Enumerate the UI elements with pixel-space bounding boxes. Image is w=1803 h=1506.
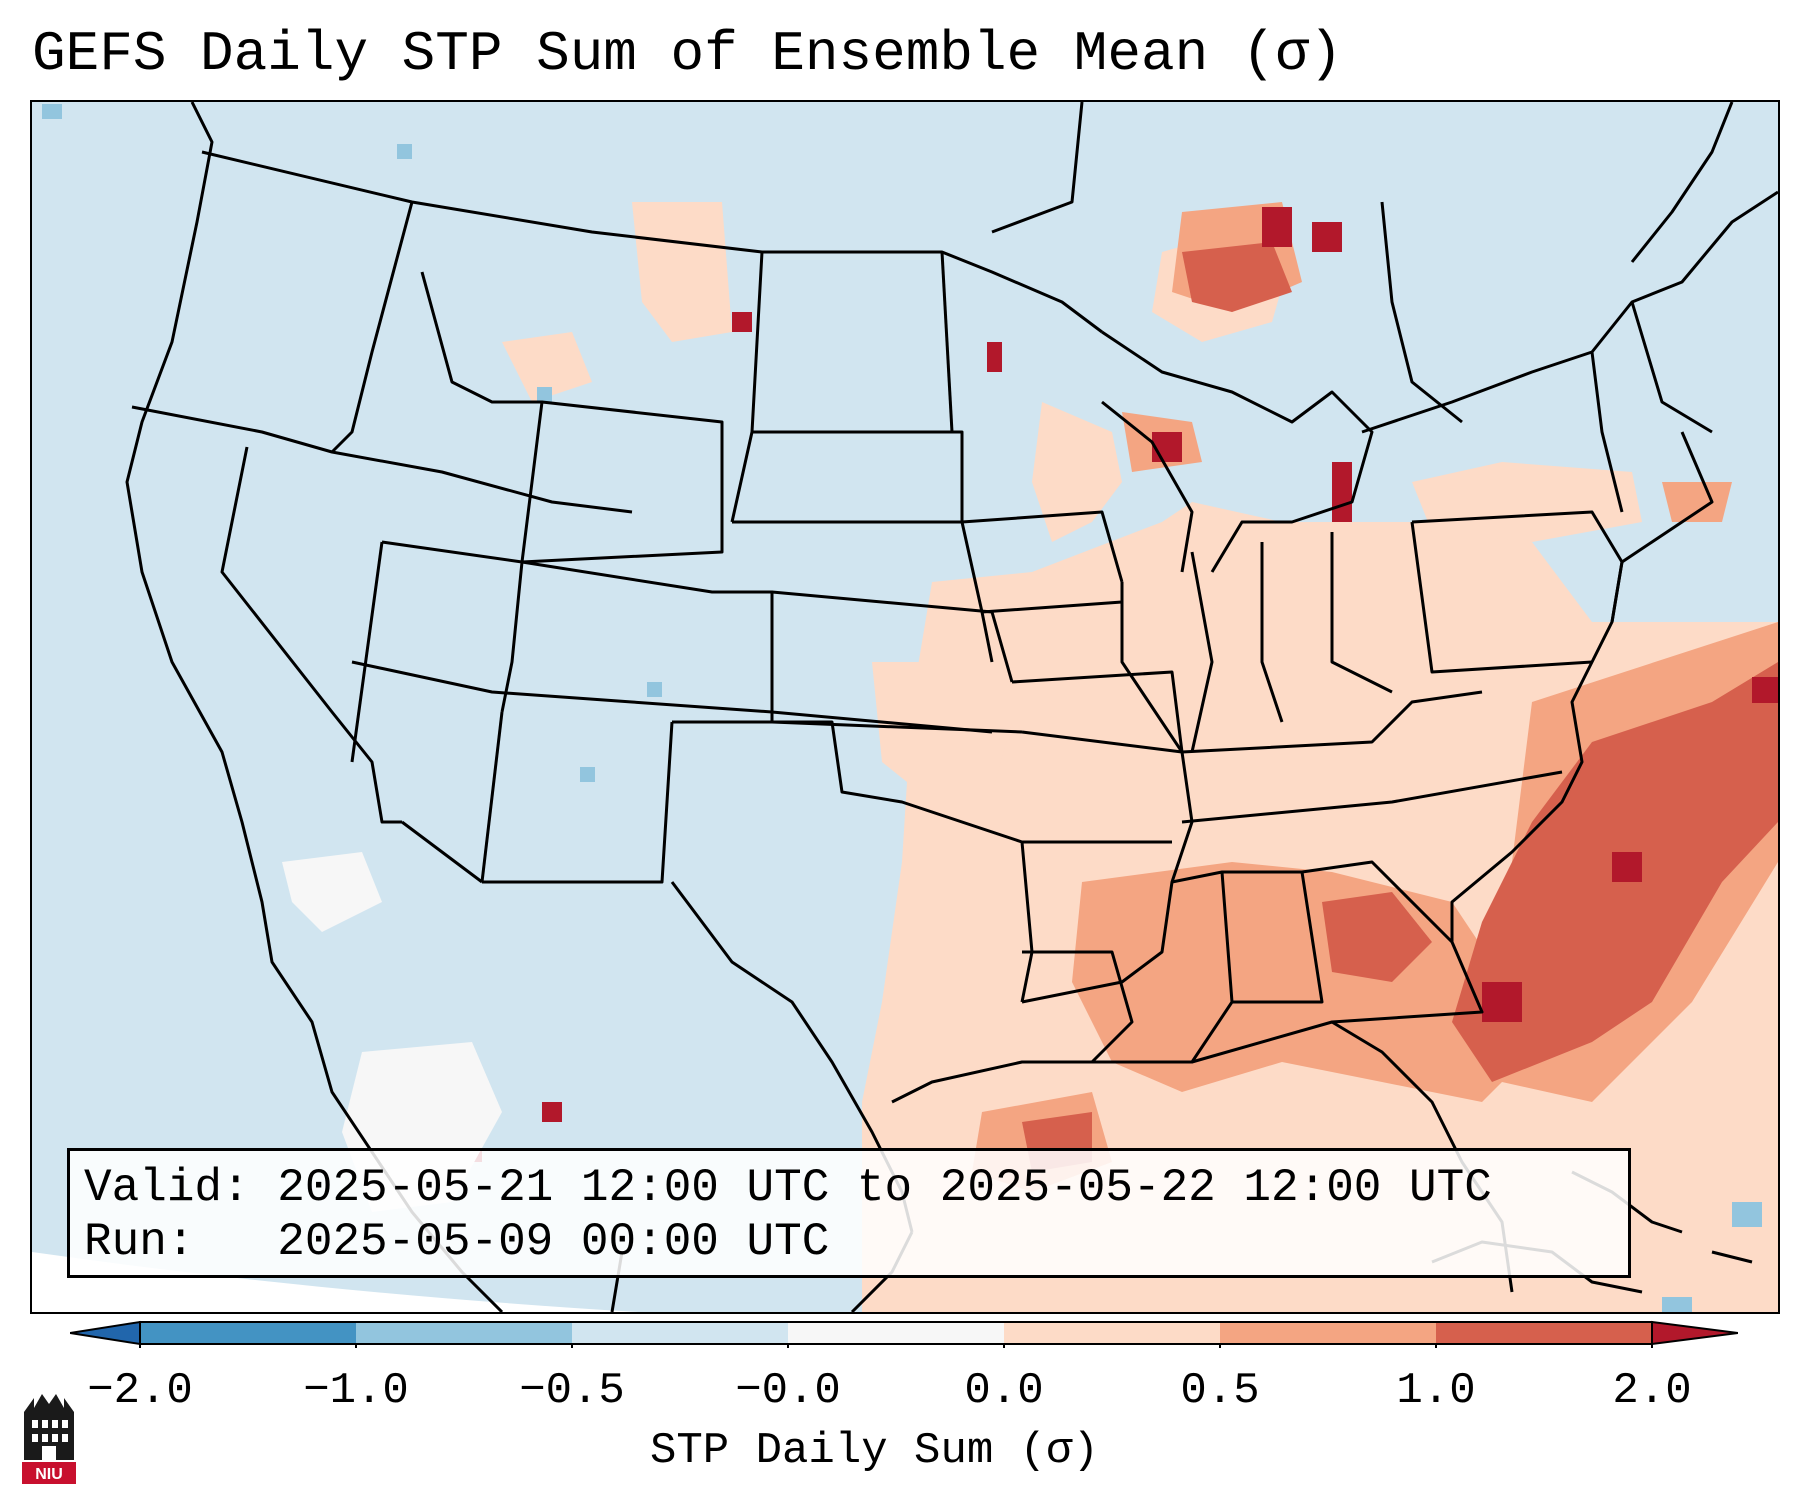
stp-map [32,102,1778,1312]
map-panel[interactable] [30,100,1780,1314]
colorbar-bin [788,1322,1004,1344]
colorbar-bin [572,1322,788,1344]
colorbar-bin [1436,1322,1652,1344]
logo-text: NIU [35,1466,63,1483]
shading-weak-negative [42,104,1762,1312]
run-time-text: Run: 2025-05-09 00:00 UTC [84,1216,830,1268]
colorbar-tick-label: −2.0 [87,1366,193,1416]
colorbar-bin [1004,1322,1220,1344]
map-title: GEFS Daily STP Sum of Ensemble Mean (σ) [32,22,1343,86]
colorbar-tick-label: −0.5 [519,1366,625,1416]
shading-extreme-positive [412,207,1778,1182]
colorbar-tick-label: −1.0 [303,1366,409,1416]
colorbar-bin [140,1322,356,1344]
colorbar-extend-high [1651,1320,1738,1346]
colorbar-tick-label: −0.0 [735,1366,841,1416]
valid-time-text: Valid: 2025-05-21 12:00 UTC to 2025-05-2… [84,1162,1492,1214]
colorbar-tick-label: 2.0 [1612,1366,1692,1416]
niu-logo-icon: NIU [22,1394,76,1484]
colorbar-ticks [139,1344,1653,1348]
colorbar-bin [356,1322,572,1344]
colorbar-tick-label: 1.0 [1396,1366,1476,1416]
colorbar [70,1320,1738,1348]
colorbar-tick-label: 0.0 [964,1366,1044,1416]
colorbar-tick-label: 0.5 [1180,1366,1260,1416]
valid-run-info-box: Valid: 2025-05-21 12:00 UTC to 2025-05-2… [67,1148,1631,1278]
colorbar-extend-low [70,1320,141,1346]
colorbar-label: STP Daily Sum (σ) [650,1426,1099,1476]
colorbar-outline [139,1321,1653,1345]
colorbar-bin [1220,1322,1436,1344]
state-boundaries [125,102,1778,1312]
